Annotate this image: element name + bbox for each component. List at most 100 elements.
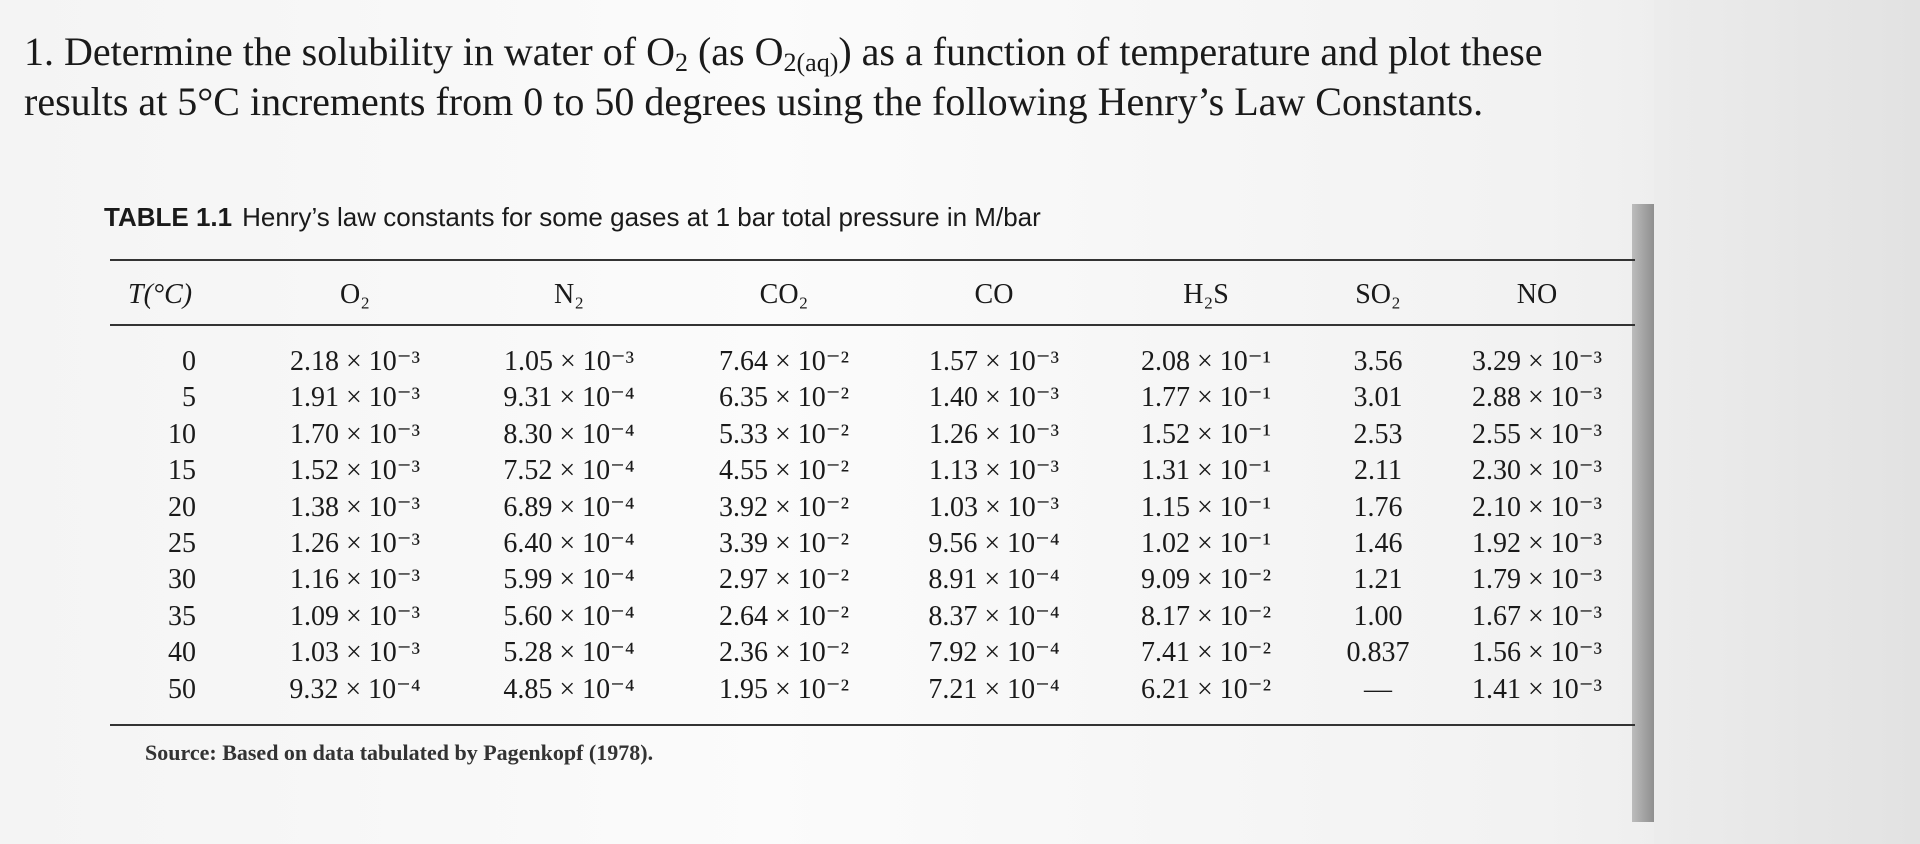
table-cell: 1.91 × 10⁻³	[290, 382, 420, 414]
question-line: results at 5°C increments from 0 to 50 d…	[24, 78, 1483, 125]
table-cell: 3.92 × 10⁻²	[719, 491, 849, 523]
table-cell: 9.31 × 10⁻⁴	[503, 382, 635, 414]
table-cell: 40	[168, 637, 196, 669]
table-cell: 1.77 × 10⁻¹	[1141, 382, 1271, 414]
column-header: N₂	[554, 279, 584, 310]
table-cell: 1.95 × 10⁻²	[719, 673, 849, 705]
table-cell: 7.21 × 10⁻⁴	[928, 673, 1060, 705]
caption-text: Henry’s law constants for some gases at …	[242, 202, 1041, 232]
table-cell: 1.26 × 10⁻³	[290, 528, 420, 559]
table-cell: 10	[168, 418, 196, 450]
table-cell: 1.57 × 10⁻³	[929, 346, 1059, 377]
subscript: 2(aq)	[783, 48, 839, 77]
table-cell: 8.17 × 10⁻²	[1141, 600, 1271, 632]
table-rule	[110, 259, 1635, 261]
table-cell: 2.10 × 10⁻³	[1472, 491, 1602, 523]
table-cell: 1.79 × 10⁻³	[1472, 564, 1602, 596]
table-cell: 6.35 × 10⁻²	[719, 382, 849, 414]
table-cell: 6.40 × 10⁻⁴	[503, 528, 635, 559]
table-rule	[110, 724, 1635, 726]
column-header: SO₂	[1355, 279, 1401, 310]
table-cell: 7.41 × 10⁻²	[1141, 637, 1271, 669]
table-cell: 1.31 × 10⁻¹	[1141, 455, 1271, 487]
table-cell: 4.85 × 10⁻⁴	[503, 673, 635, 705]
table-cell: 1.67 × 10⁻³	[1472, 600, 1602, 632]
question-text: results at 5°C increments from 0 to 50 d…	[24, 79, 1484, 124]
table-rule	[110, 324, 1635, 326]
table-cell: 2.97 × 10⁻²	[719, 564, 849, 596]
table-cell: 3.56	[1353, 346, 1403, 377]
table-cell: 1.38 × 10⁻³	[290, 491, 420, 523]
table-cell: 6.21 × 10⁻²	[1141, 673, 1271, 705]
table-cell: 1.03 × 10⁻³	[290, 637, 420, 669]
table-cell: 8.91 × 10⁻⁴	[928, 564, 1060, 596]
table-cell: 0.837	[1346, 637, 1410, 669]
table-cell: 25	[168, 528, 196, 559]
table-caption: TABLE 1.1 Henry’s law constants for some …	[104, 202, 1041, 233]
column-header: CO	[974, 279, 1014, 310]
column-header: H₂S	[1183, 279, 1229, 310]
table-cell: 7.52 × 10⁻⁴	[503, 455, 635, 487]
table-cell: 2.18 × 10⁻³	[290, 346, 420, 377]
table-cell: 5.33 × 10⁻²	[719, 418, 849, 450]
table-cell: 4.55 × 10⁻²	[719, 455, 849, 487]
column-header: O₂	[340, 279, 370, 310]
table-cell: 9.56 × 10⁻⁴	[928, 528, 1060, 559]
table-cell: 2.36 × 10⁻²	[719, 637, 849, 669]
table-cell: 1.00	[1353, 600, 1403, 632]
question-line: 1. Determine the solubility in water of …	[24, 28, 1543, 78]
table-cell: 3.39 × 10⁻²	[719, 528, 849, 559]
column-header: CO₂	[759, 279, 809, 310]
table-cell: 2.88 × 10⁻³	[1472, 382, 1602, 414]
table-cell: 2.53	[1353, 418, 1403, 450]
table-cell: 1.70 × 10⁻³	[290, 418, 420, 450]
table-cell: —	[1364, 673, 1392, 705]
table-cell: 1.03 × 10⁻³	[929, 491, 1059, 523]
table-cell: 7.92 × 10⁻⁴	[928, 637, 1060, 669]
table-cell: 20	[168, 491, 196, 523]
column-header: T(°C)	[128, 279, 193, 310]
background-edge	[1654, 0, 1920, 844]
table-cell: 1.76	[1353, 491, 1403, 523]
table-cell: 2.11	[1354, 455, 1402, 487]
table-cell: 1.46	[1353, 528, 1403, 559]
page-shadow	[1632, 204, 1654, 822]
table-cell: 1.21	[1353, 564, 1403, 596]
table-cell: 2.30 × 10⁻³	[1472, 455, 1602, 487]
table-cell: 1.41 × 10⁻³	[1472, 673, 1602, 705]
table-cell: 1.40 × 10⁻³	[929, 382, 1059, 414]
table-cell: 1.02 × 10⁻¹	[1141, 528, 1271, 559]
table-cell: 0	[182, 346, 196, 377]
column-header: NO	[1516, 279, 1558, 310]
table-cell: 35	[168, 600, 196, 632]
table-cell: 2.64 × 10⁻²	[719, 600, 849, 632]
table-cell: 6.89 × 10⁻⁴	[503, 491, 635, 523]
table-cell: 50	[168, 673, 196, 705]
table-cell: 3.29 × 10⁻³	[1472, 346, 1602, 377]
table-cell: 1.15 × 10⁻¹	[1141, 491, 1271, 523]
table-cell: 5.60 × 10⁻⁴	[503, 600, 635, 632]
table-cell: 1.26 × 10⁻³	[929, 418, 1059, 450]
table-cell: 2.08 × 10⁻¹	[1141, 346, 1271, 377]
table-cell: 9.32 × 10⁻⁴	[289, 673, 421, 705]
table-cell: 1.52 × 10⁻¹	[1141, 418, 1271, 450]
subscript: 2	[674, 48, 688, 77]
table-cell: 30	[168, 564, 196, 596]
table-cell: 1.92 × 10⁻³	[1472, 528, 1602, 559]
table-cell: 5.28 × 10⁻⁴	[503, 637, 635, 669]
table-cell: 7.64 × 10⁻²	[719, 346, 849, 377]
table-cell: 1.13 × 10⁻³	[929, 455, 1059, 487]
table-cell: 5	[182, 382, 196, 414]
table-cell: 1.05 × 10⁻³	[504, 346, 634, 377]
question-text: ) as a function of temperature and plot …	[838, 29, 1543, 74]
table-cell: 1.09 × 10⁻³	[290, 600, 420, 632]
caption-label: TABLE 1.1	[104, 202, 233, 232]
table-cell: 3.01	[1353, 382, 1403, 414]
table-cell: 5.99 × 10⁻⁴	[503, 564, 635, 596]
table-cell: 1.52 × 10⁻³	[290, 455, 420, 487]
table-cell: 1.16 × 10⁻³	[290, 564, 420, 596]
table-cell: 8.30 × 10⁻⁴	[503, 418, 635, 450]
table-cell: 15	[168, 455, 196, 487]
table-source: Source: Based on data tabulated by Pagen…	[145, 740, 654, 765]
